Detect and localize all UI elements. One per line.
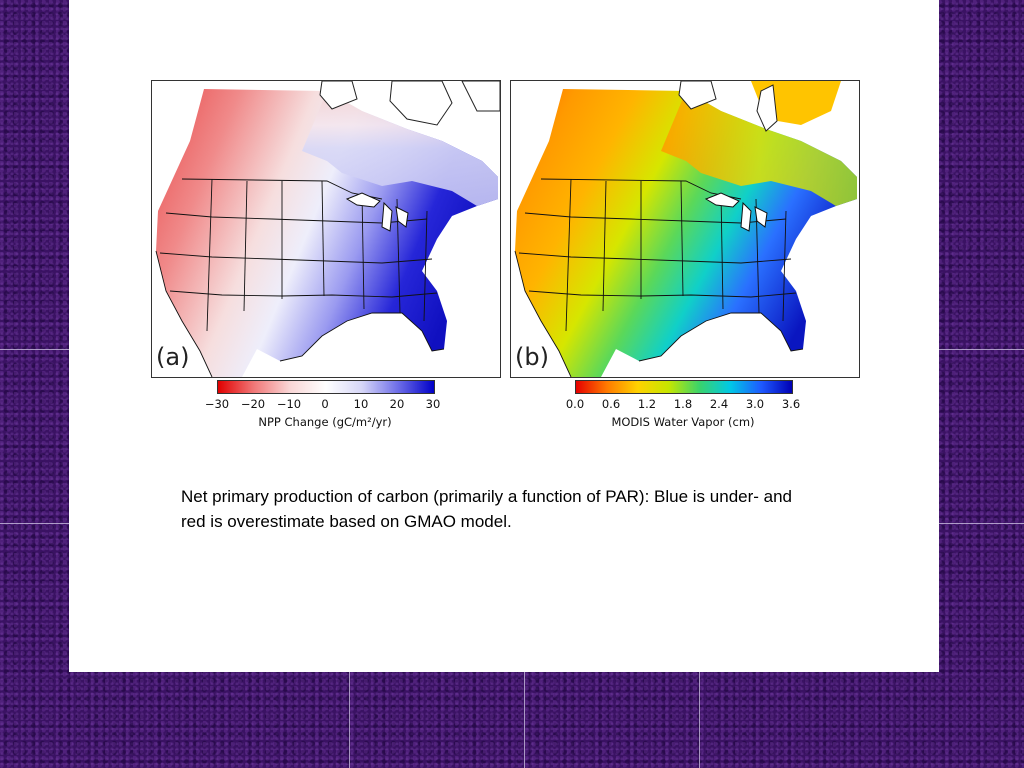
tile-divider bbox=[0, 349, 69, 350]
great-lakes bbox=[345, 192, 409, 232]
tile-divider bbox=[0, 523, 69, 524]
figure-caption: Net primary production of carbon (primar… bbox=[181, 487, 793, 531]
water-vapor-map: (b) bbox=[510, 80, 860, 378]
colorbar-tick: 20 bbox=[389, 397, 405, 411]
state-borders bbox=[155, 178, 445, 377]
slide-content: (a) bbox=[69, 0, 939, 672]
npp-colorbar bbox=[217, 380, 435, 394]
npp-change-map: (a) bbox=[151, 80, 501, 378]
tile-divider bbox=[939, 349, 1024, 350]
colorbar-tick: −30 bbox=[204, 397, 230, 411]
colorbar-tick: 0 bbox=[321, 397, 329, 411]
colorbar-tick: 30 bbox=[425, 397, 441, 411]
colorbar-tick: 2.4 bbox=[709, 397, 729, 411]
water-vapor-colorbar-ticks: 0.0 0.6 1.2 1.8 2.4 3.0 3.6 bbox=[566, 397, 800, 413]
npp-colorbar-ticks: −30 −20 −10 0 10 20 30 bbox=[205, 397, 440, 413]
colorbar-tick: 3.0 bbox=[745, 397, 765, 411]
vapor-map-svg bbox=[514, 81, 857, 377]
npp-map-svg bbox=[155, 81, 500, 377]
great-lakes bbox=[704, 192, 768, 232]
colorbar-tick: −10 bbox=[276, 397, 302, 411]
arctic-islands bbox=[678, 81, 778, 132]
tile-divider bbox=[349, 672, 350, 768]
colorbar-tick: 1.2 bbox=[637, 397, 657, 411]
land-mass bbox=[156, 89, 498, 377]
state-borders bbox=[514, 178, 804, 377]
colorbar-tick: 3.6 bbox=[781, 397, 801, 411]
panel-a-label: (a) bbox=[156, 343, 190, 371]
colorbar-tick: −20 bbox=[240, 397, 266, 411]
tile-divider bbox=[699, 672, 700, 768]
colorbar-tick: 0.0 bbox=[565, 397, 585, 411]
panel-b-label: (b) bbox=[515, 343, 549, 371]
tile-divider bbox=[524, 672, 525, 768]
water-vapor-colorbar bbox=[575, 380, 793, 394]
colorbar-tick: 10 bbox=[353, 397, 369, 411]
colorbar-tick: 1.8 bbox=[673, 397, 693, 411]
tile-divider bbox=[939, 523, 1024, 524]
npp-colorbar-title: NPP Change (gC/m²/yr) bbox=[258, 415, 392, 429]
water-vapor-colorbar-title: MODIS Water Vapor (cm) bbox=[611, 415, 755, 429]
arctic-islands bbox=[319, 81, 500, 126]
map-figure: (a) bbox=[149, 78, 864, 438]
colorbar-tick: 0.6 bbox=[601, 397, 621, 411]
